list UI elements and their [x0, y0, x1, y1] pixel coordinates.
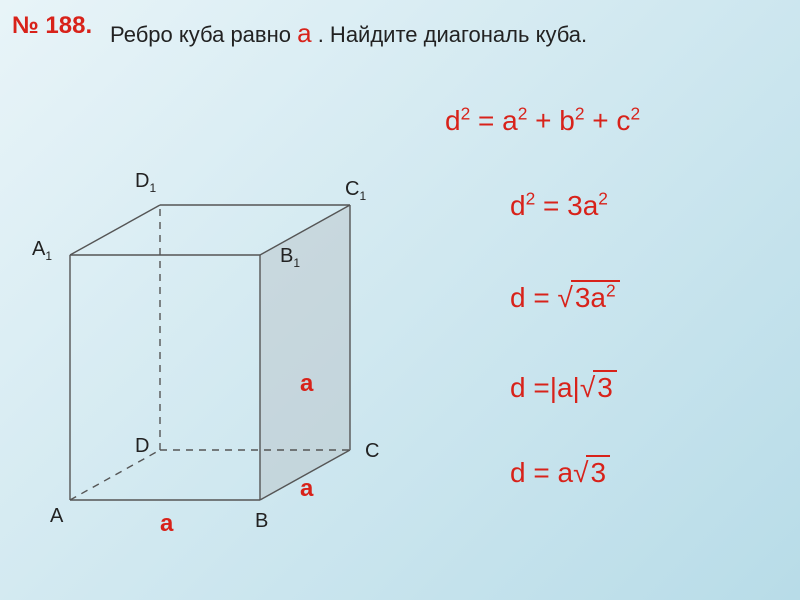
formula-f1: d2 = a2 + b2 + c2 — [445, 105, 640, 137]
problem-number: № 188. — [12, 12, 92, 40]
problem-post: . Найдите диагональ куба. — [318, 22, 587, 47]
problem-pre: Ребро куба равно — [110, 22, 297, 47]
formula-f2: d2 = 3a2 — [510, 190, 608, 222]
vertex-label-C: C — [365, 440, 379, 463]
edge-label-a_side: a — [300, 370, 313, 398]
formula-f5: d = a√3 — [510, 455, 610, 489]
problem-variable: а — [297, 18, 311, 48]
vertex-label-D: D — [135, 435, 149, 458]
vertex-label-B: B — [255, 510, 268, 533]
cube-edge — [70, 205, 160, 255]
vertex-label-A1: A1 — [32, 238, 52, 261]
vertex-label-B1: В1 — [280, 245, 300, 268]
cube-face-right — [260, 205, 350, 500]
edge-label-a_bottom_front: a — [160, 510, 173, 538]
vertex-label-A: A — [50, 505, 63, 528]
formula-f3: d = √3a2 — [510, 280, 620, 314]
vertex-label-D1: D1 — [135, 170, 156, 193]
vertex-label-C1: С1 — [345, 178, 366, 201]
edge-label-a_bottom_right: a — [300, 475, 313, 503]
formula-f4: d =|a|√3 — [510, 370, 617, 404]
problem-statement: Ребро куба равно а . Найдите диагональ к… — [110, 18, 587, 49]
